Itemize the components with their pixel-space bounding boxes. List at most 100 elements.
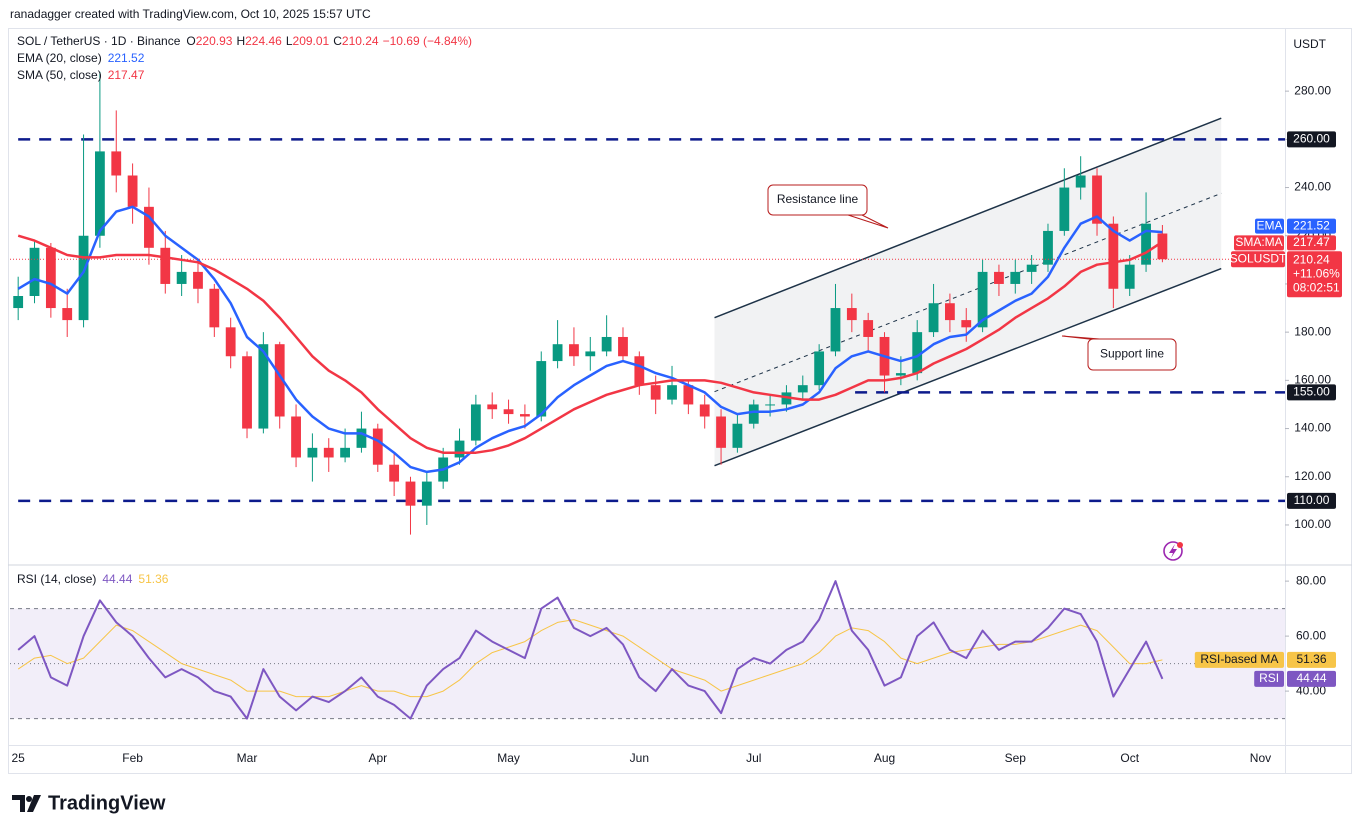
- candle-body: [29, 247, 40, 296]
- ohlc-value: 210.24: [342, 34, 379, 48]
- candle-body: [814, 351, 825, 386]
- candle-body: [618, 336, 628, 357]
- y-tick-label: 240.00: [1294, 180, 1331, 194]
- rsi-value: 51.36: [1296, 652, 1326, 666]
- x-tick-label: Jun: [630, 751, 649, 765]
- candle-body: [797, 385, 808, 393]
- alert-icon[interactable]: [1163, 541, 1183, 561]
- candle-body: [487, 404, 498, 410]
- candle-body: [1108, 223, 1119, 289]
- level-label: 155.00: [1293, 385, 1330, 399]
- y-tick-label: 180.00: [1294, 324, 1331, 338]
- candle-body: [1157, 233, 1168, 260]
- candle-body: [372, 428, 383, 465]
- plot-layer: USDT100.00120.00140.00160.00180.00200.00…: [10, 34, 1342, 765]
- series-value-box: [1287, 235, 1336, 251]
- x-tick-label: Apr: [368, 751, 387, 765]
- x-tick-label: 25: [11, 751, 25, 765]
- level-label: 110.00: [1294, 493, 1330, 507]
- y-tick-label: 60.00: [1296, 628, 1326, 642]
- rsi-pane: [10, 580, 1285, 720]
- price-pane: [10, 71, 1285, 535]
- price-tag-countdown: 08:02:51: [1293, 280, 1340, 294]
- rsi-line: [17, 580, 1164, 720]
- candle-body: [274, 344, 285, 417]
- ohlc-value: 224.46: [245, 34, 282, 48]
- candle-body: [225, 327, 236, 357]
- series-tag-box: [1255, 218, 1284, 234]
- ohlc-value: 209.01: [293, 34, 330, 48]
- rsi-value-box: [1287, 651, 1336, 668]
- candle-body: [536, 361, 547, 417]
- candle-body: [242, 356, 252, 429]
- indicator-value: 51.36: [138, 572, 168, 586]
- legend-row: EMA (20, close) 221.52: [17, 51, 145, 65]
- candle-body: [1075, 175, 1086, 188]
- candle-body: [732, 423, 743, 448]
- x-tick-label: Feb: [122, 751, 143, 765]
- x-tick-label: Jul: [746, 751, 761, 765]
- y-tick-label: 100.00: [1294, 517, 1331, 531]
- y-tick-label: 160.00: [1294, 373, 1331, 387]
- candle-body: [520, 414, 530, 417]
- rsi-tag-box: [1194, 651, 1284, 668]
- candle-body: [95, 151, 105, 236]
- legend-row: RSI (14, close) 44.44 51.36: [17, 572, 169, 586]
- candle-body: [601, 336, 612, 352]
- candle-body: [421, 481, 432, 506]
- candle-body: [340, 447, 350, 458]
- series-tag-box: [1234, 235, 1284, 251]
- median-line: [714, 192, 1222, 393]
- candle-body: [912, 332, 923, 374]
- rsi-tag-box: [1254, 670, 1284, 687]
- candle-body: [1026, 264, 1037, 272]
- ohlc-label: L: [286, 34, 293, 48]
- ohlc-label: O: [186, 34, 195, 48]
- indicator-value: 221.52: [108, 51, 145, 65]
- candle-body: [634, 356, 645, 386]
- symbol-title: SOL / TetherUS · 1D · Binance: [17, 34, 181, 48]
- candle-body: [258, 344, 269, 429]
- price-tag-change: +11.06%: [1293, 266, 1340, 280]
- candle-body: [1141, 223, 1151, 265]
- candle-body: [765, 404, 775, 406]
- candle-body: [945, 303, 955, 321]
- brand-name: TradingView: [48, 792, 166, 814]
- candle-body: [356, 428, 367, 448]
- candle-body: [160, 247, 171, 284]
- level-label-box: [1287, 492, 1336, 509]
- series-tag: EMA: [1256, 218, 1282, 232]
- y-tick-label: 280.00: [1294, 83, 1331, 97]
- chart-frame: [8, 28, 1352, 774]
- candle-body: [1124, 264, 1135, 289]
- rsi-tag: RSI: [1259, 671, 1279, 685]
- y-tick-label: 80.00: [1296, 573, 1326, 587]
- rsi-band: [10, 608, 1285, 719]
- candle-body: [1092, 175, 1102, 224]
- x-tick-label: Aug: [874, 751, 895, 765]
- candle-body: [291, 416, 301, 458]
- ma-line: [17, 234, 1164, 454]
- price-tag-box: [1287, 251, 1342, 298]
- candle-body: [454, 440, 465, 458]
- candle-body: [176, 271, 187, 284]
- candle-body: [13, 296, 24, 309]
- brand-logo: [12, 795, 41, 812]
- indicator-name: SMA (50, close): [17, 68, 102, 82]
- candle-body: [552, 344, 563, 362]
- candle-body: [45, 247, 56, 309]
- candle-body: [699, 404, 710, 417]
- legend-row: SMA (50, close) 217.47: [17, 68, 145, 82]
- candle-body: [62, 308, 73, 321]
- indicator-name: EMA (20, close): [17, 51, 102, 65]
- candle-body: [830, 308, 841, 352]
- resistance-line: [714, 117, 1222, 319]
- candle-body: [994, 271, 1004, 284]
- candle-body: [503, 409, 514, 415]
- candle-body: [307, 447, 318, 458]
- rsi-tag: RSI-based MA: [1200, 652, 1278, 666]
- x-tick-label: Nov: [1250, 751, 1271, 765]
- series-value: 221.52: [1293, 218, 1330, 232]
